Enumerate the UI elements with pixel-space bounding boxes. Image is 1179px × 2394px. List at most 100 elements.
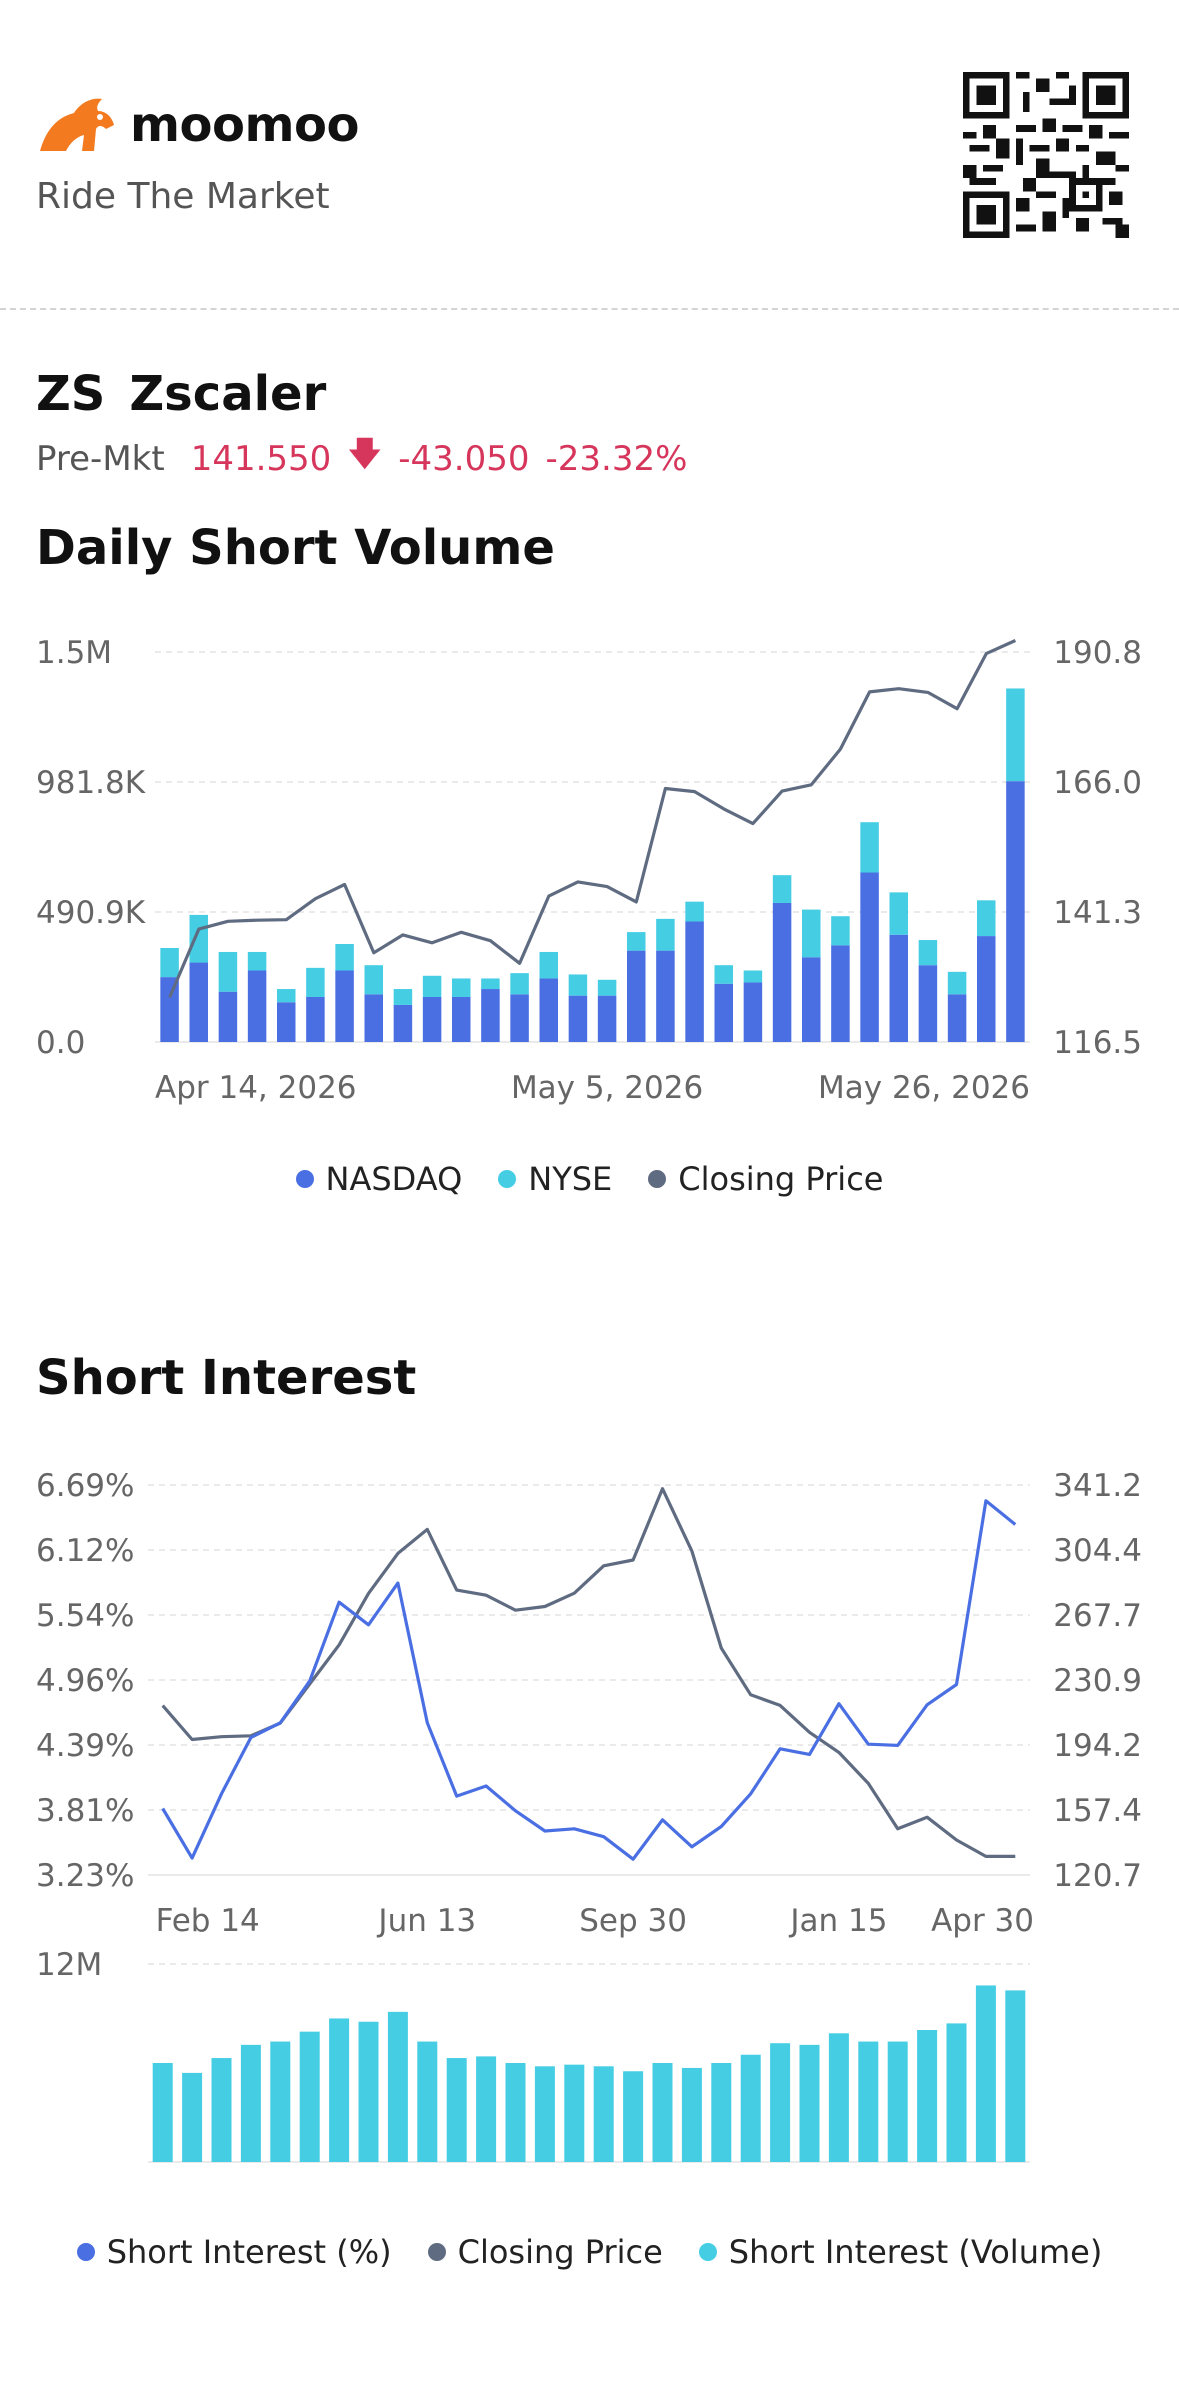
short-interest-volume-bar [270,2041,291,2162]
nasdaq-bar [597,995,617,1042]
nasdaq-bar [743,982,763,1042]
nyse-bar [772,875,792,903]
left-axis-tick: 3.81% [36,1793,134,1829]
legend-label: Short Interest (Volume) [728,2233,1103,2271]
bull-icon [40,98,114,151]
short-interest-volume-bar [740,2054,761,2162]
closing-price-dot-icon [648,1170,667,1188]
short-interest-volume-bar [446,2058,467,2162]
nyse-bar [510,973,529,995]
right-axis-tick: 157.4 [1053,1793,1142,1829]
short-interest-volume-bar [711,2063,732,2162]
closing-price-dot-icon [427,2243,446,2261]
right-axis-tick: 230.9 [1053,1663,1142,1699]
daily-short-volume-legend: NASDAQ NYSE Closing Price [0,1160,1179,1198]
right-axis-tick: 341.2 [1053,1468,1142,1504]
legend-item-closing-price[interactable]: Closing Price [648,1160,883,1198]
nasdaq-bar [860,872,879,1042]
short-interest-title: Short Interest [36,1350,417,1406]
nasdaq-bar [714,983,733,1042]
closing-price-line [161,1487,1016,1859]
nyse-bar [1006,688,1025,782]
nasdaq-bar [247,970,267,1042]
short-interest-volume-bar [770,2043,791,2162]
nyse-bar [831,916,850,946]
nasdaq-bar [364,994,383,1042]
short-interest-volume-bar [858,2041,879,2162]
nyse-bar [393,989,413,1005]
left-axis-tick: 6.69% [36,1468,134,1504]
nyse-bar [247,951,267,971]
x-axis-tick: May 5, 2026 [511,1070,703,1106]
session-label: Pre-Mkt [36,438,165,479]
short-interest-volume-bar [652,2063,673,2162]
short-interest-volume-dot-icon [698,2243,717,2261]
x-axis-tick: Apr 30 [931,1903,1034,1939]
nasdaq-bar [189,962,208,1042]
legend-item-nyse[interactable]: NYSE [498,1160,612,1198]
legend-item-short-interest-pct[interactable]: Short Interest (%) [76,2233,392,2271]
short-interest-volume-bar [240,2044,261,2162]
nasdaq-bar [889,934,908,1042]
nyse-bar [743,970,763,983]
stock-title: ZS Zscaler [36,366,350,422]
x-axis-tick: Apr 14, 2026 [155,1070,357,1106]
legend-label: NYSE [528,1160,613,1198]
nasdaq-bar [393,1004,413,1042]
legend-label: Short Interest (%) [106,2233,392,2271]
nasdaq-bar [977,936,996,1042]
nasdaq-bar [452,996,471,1042]
short-interest-volume-bar [1005,1990,1026,2162]
brand-logo: moomoo [36,95,359,155]
nyse-bar [277,989,296,1003]
right-axis-tick: 141.3 [1053,895,1142,931]
short-interest-volume-bar [564,2064,585,2162]
nasdaq-bar [218,991,238,1042]
nasdaq-bar [947,994,967,1042]
short-interest-volume-bar [211,2058,232,2162]
nyse-bar [189,914,208,963]
nyse-bar [714,965,733,984]
right-axis-tick: 120.7 [1053,1858,1142,1894]
nyse-bar [977,900,996,937]
short-interest-volume-bar [387,2011,408,2162]
short-interest-volume-bar [828,2033,849,2162]
legend-item-nasdaq[interactable]: NASDAQ [295,1160,462,1198]
nasdaq-bar [568,995,588,1042]
short-interest-pct-line [161,1499,1017,1861]
nasdaq-bar [539,978,558,1042]
nyse-bar [889,892,908,935]
legend-label: Closing Price [678,1160,884,1198]
nyse-bar [306,967,325,997]
short-interest-volume-bar [975,1985,996,2162]
short-interest-volume-bar [299,2031,320,2162]
x-axis-tick: Jan 15 [788,1903,887,1939]
nasdaq-bar [422,996,442,1042]
short-interest-volume-bar [946,2023,967,2162]
x-axis-tick: Sep 30 [579,1903,687,1939]
nyse-bar [568,974,588,996]
legend-item-closing-price[interactable]: Closing Price [427,2233,663,2271]
nasdaq-bar [306,996,325,1042]
nyse-bar [335,944,354,971]
premarket-quote: Pre-Mkt 141.550 🡇 -43.050 -23.32% [36,430,703,487]
short-interest-volume-bar [681,2067,702,2162]
short-interest-volume-bar [917,2030,938,2162]
right-axis-tick: 190.8 [1053,635,1142,671]
nyse-bar [656,918,675,951]
right-axis-tick: 304.4 [1053,1533,1142,1569]
right-axis-tick: 267.7 [1053,1598,1142,1634]
nyse-bar [160,947,179,978]
short-interest-volume-bar [152,2063,173,2162]
nyse-bar [685,901,704,922]
nasdaq-bar [831,945,850,1042]
stock-symbol: ZS [36,366,106,422]
left-axis-tick: 6.12% [36,1533,134,1569]
nasdaq-bar [335,970,354,1042]
nasdaq-bar [656,950,675,1042]
nasdaq-bar [1006,781,1025,1042]
short-interest-volume-bar [623,2071,644,2162]
short-interest-volume-bar [329,2018,350,2162]
legend-item-short-interest-volume[interactable]: Short Interest (Volume) [698,2233,1103,2271]
left-axis-tick: 3.23% [36,1858,134,1894]
